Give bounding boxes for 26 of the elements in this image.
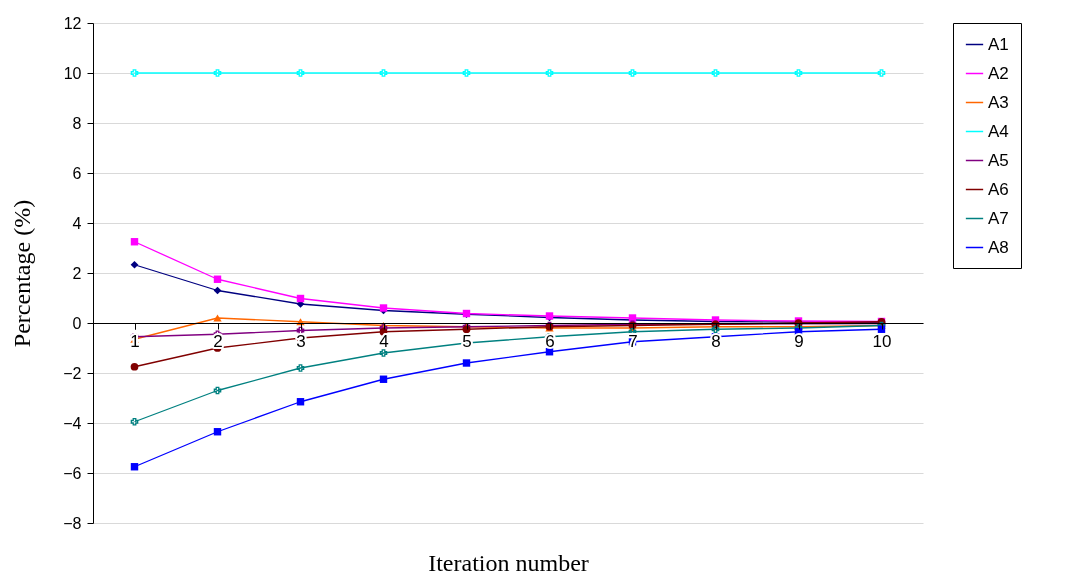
y-tick-label: 12	[63, 14, 82, 32]
legend-label: A6	[988, 179, 1009, 199]
y-tick-label: −4	[63, 414, 82, 432]
legend-label: A5	[988, 150, 1009, 170]
y-tick-label: −6	[63, 464, 82, 482]
y-tick-label: −2	[63, 364, 82, 382]
y-tick-label: 0	[72, 314, 82, 332]
y-tick-label: 8	[72, 114, 82, 132]
x-tick-label: 5	[462, 331, 472, 351]
x-axis-title: Iteration number	[428, 549, 589, 575]
x-tick-label: 10	[872, 331, 892, 351]
y-axis-title: Percentage (%)	[9, 199, 36, 348]
legend-label: A1	[988, 34, 1009, 54]
y-tick-label: 2	[72, 264, 82, 282]
y-tick-label: 10	[63, 64, 82, 82]
y-tick-label: 6	[72, 164, 82, 182]
x-tick-label: 1	[130, 331, 140, 351]
legend-label: A3	[988, 92, 1009, 112]
x-tick-label: 9	[794, 331, 804, 351]
legend-label: A4	[988, 121, 1009, 141]
legend-label: A7	[988, 208, 1009, 228]
y-tick-label: −8	[63, 514, 82, 532]
legend-label: A8	[988, 237, 1009, 257]
legend-label: A2	[988, 63, 1009, 83]
x-tick-label: 4	[379, 331, 389, 351]
y-tick-label: 4	[72, 214, 82, 232]
